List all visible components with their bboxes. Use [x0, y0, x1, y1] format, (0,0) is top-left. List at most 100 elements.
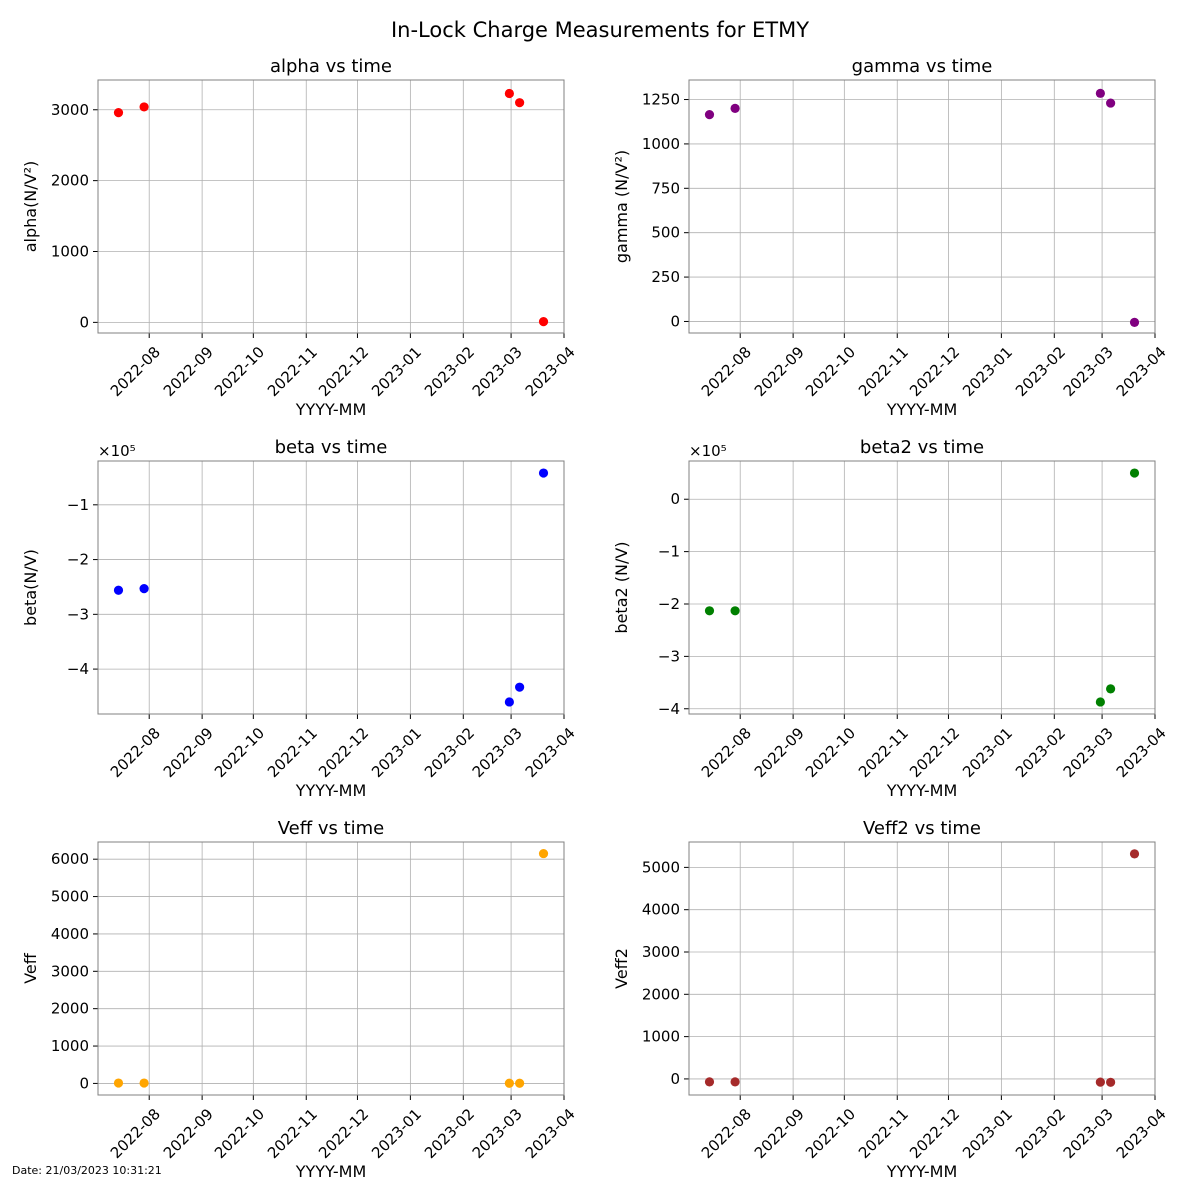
data-point [730, 606, 740, 616]
y-offset-label: ×10⁵ [98, 442, 136, 460]
y-tick-label: 1000 [642, 135, 680, 153]
y-axis-label: alpha(N/V²) [21, 161, 40, 253]
y-tick-label: −1 [67, 496, 89, 514]
subplot-2: gamma vs time2022-082022-092022-102022-1… [612, 56, 1170, 419]
y-tick-label: 0 [670, 312, 680, 330]
subplot-title: Veff vs time [278, 818, 385, 839]
x-tick-label: 2023-04 [522, 1105, 579, 1162]
subplot-title: gamma vs time [852, 56, 993, 77]
x-tick-label: 2022-09 [751, 343, 808, 400]
axes-frame [688, 79, 1156, 334]
x-tick-label: 2022-10 [802, 1105, 859, 1162]
x-tick-label: 2022-10 [211, 1105, 268, 1162]
data-point [1129, 849, 1140, 859]
subplot-title: beta vs time [275, 437, 388, 458]
x-tick-label: 2022-12 [906, 1105, 963, 1162]
x-tick-label: 2023-04 [522, 724, 579, 781]
y-tick-label: −4 [658, 700, 680, 718]
x-tick-label: 2022-08 [107, 1105, 164, 1162]
data-point [1106, 684, 1116, 694]
x-tick-label: 2022-08 [107, 724, 164, 781]
x-tick-label: 2022-09 [751, 724, 808, 781]
x-tick-label: 2022-09 [160, 724, 217, 781]
x-tick-label: 2023-01 [368, 1105, 425, 1162]
x-tick-label: 2023-03 [1060, 343, 1117, 400]
x-tick-label: 2022-10 [211, 724, 268, 781]
data-point [538, 848, 549, 859]
data-point [1095, 88, 1105, 98]
x-tick-label: 2023-01 [368, 343, 425, 400]
data-point [1095, 697, 1105, 707]
x-tick-label: 2023-01 [959, 724, 1016, 781]
date-stamp: Date: 21/03/2023 10:31:21 [12, 1164, 162, 1177]
x-tick-label: 2023-02 [1012, 724, 1069, 781]
x-tick-label: 2022-08 [698, 1105, 755, 1162]
data-point [538, 468, 549, 478]
x-tick-label: 2022-09 [751, 1105, 808, 1162]
y-tick-label: 3000 [51, 101, 89, 119]
x-tick-label: 2023-01 [959, 1105, 1016, 1162]
y-tick-label: 500 [651, 224, 680, 242]
x-tick-label: 2023-02 [1012, 343, 1069, 400]
y-axis-label: Veff2 [612, 948, 631, 989]
y-tick-label: 0 [670, 1070, 680, 1088]
y-tick-label: 4000 [51, 925, 89, 943]
x-tick-label: 2022-11 [855, 343, 912, 400]
y-tick-label: 0 [79, 1074, 89, 1092]
y-axis-label: beta2 (N/V) [612, 541, 631, 633]
y-tick-label: −1 [658, 543, 680, 561]
x-tick-label: 2023-01 [368, 724, 425, 781]
x-tick-label: 2022-08 [698, 724, 755, 781]
y-axis-label: gamma (N/V²) [612, 150, 631, 263]
x-tick-label: 2023-04 [522, 343, 579, 400]
data-point [504, 697, 514, 707]
x-axis-label: YYYY-MM [886, 781, 958, 800]
x-tick-label: 2023-04 [1113, 724, 1170, 781]
data-point [1129, 468, 1140, 478]
x-axis-label: YYYY-MM [886, 1162, 958, 1181]
axes-frame [97, 841, 565, 1096]
figure-title: In-Lock Charge Measurements for ETMY [390, 18, 810, 42]
y-tick-label: 5000 [51, 888, 89, 906]
x-tick-label: 2022-11 [264, 343, 321, 400]
x-tick-label: 2022-10 [802, 724, 859, 781]
subplot-title: Veff2 vs time [863, 818, 981, 839]
data-point [730, 1077, 740, 1087]
y-tick-label: 250 [651, 268, 680, 286]
y-tick-label: −4 [67, 660, 89, 678]
data-point [139, 583, 149, 594]
y-tick-label: 2000 [51, 172, 89, 190]
axes-frame [688, 460, 1156, 715]
x-tick-label: 2023-03 [1060, 1105, 1117, 1162]
x-tick-label: 2022-12 [906, 724, 963, 781]
data-point [504, 88, 514, 99]
x-tick-label: 2022-08 [107, 343, 164, 400]
subplot-3: beta vs time 2022-082022-092022-102022-11… [21, 437, 579, 800]
x-tick-label: 2022-09 [160, 343, 217, 400]
y-tick-label: −2 [658, 595, 680, 613]
y-axis-label: Veff [21, 952, 40, 984]
data-point [538, 317, 549, 327]
x-tick-label: 2023-03 [469, 1105, 526, 1162]
data-point [139, 1078, 149, 1088]
y-tick-label: 1000 [51, 243, 89, 261]
subplot-title: alpha vs time [270, 56, 392, 77]
data-point [113, 1078, 124, 1088]
x-tick-label: 2022-09 [160, 1105, 217, 1162]
data-point [113, 107, 124, 118]
x-axis-label: YYYY-MM [295, 781, 367, 800]
data-point [704, 110, 715, 120]
x-axis-label: YYYY-MM [295, 400, 367, 419]
x-axis-label: YYYY-MM [886, 400, 958, 419]
y-tick-label: 3000 [51, 962, 89, 980]
x-tick-label: 2022-10 [211, 343, 268, 400]
x-tick-label: 2023-04 [1113, 343, 1170, 400]
y-tick-label: −2 [67, 551, 89, 569]
y-tick-label: 4000 [642, 901, 680, 919]
x-tick-label: 2022-12 [315, 724, 372, 781]
y-tick-label: −3 [67, 605, 89, 623]
x-tick-label: 2023-02 [421, 343, 478, 400]
x-tick-label: 2022-12 [315, 343, 372, 400]
